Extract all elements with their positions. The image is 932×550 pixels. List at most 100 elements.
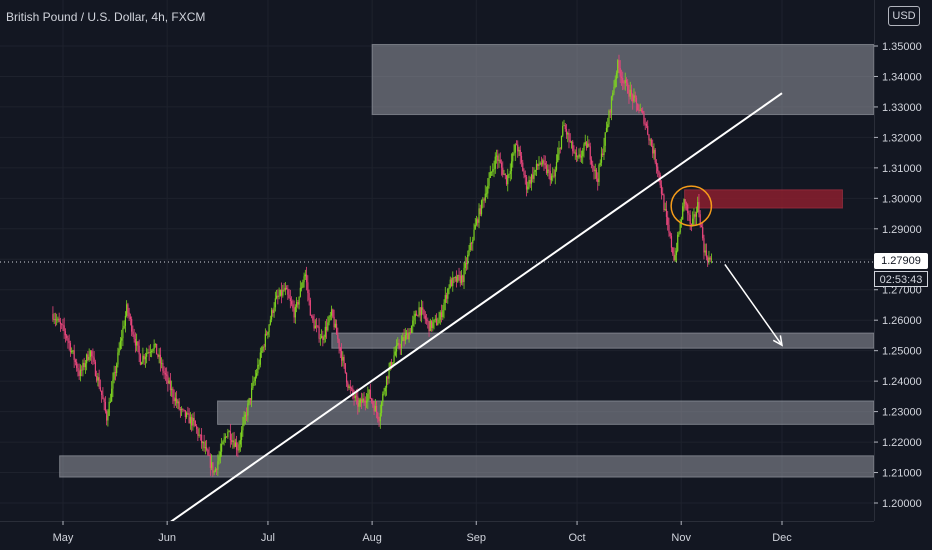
candle-body — [153, 344, 155, 350]
candle-body — [553, 175, 555, 177]
candle-body — [440, 312, 443, 318]
candle-body — [609, 110, 611, 113]
candle-body — [584, 142, 586, 145]
candle-body — [81, 369, 83, 371]
candle-body — [402, 337, 404, 342]
candle-body — [284, 287, 286, 291]
candle-body — [104, 401, 107, 412]
candle-body — [133, 334, 135, 339]
candle-body — [622, 77, 624, 84]
candle-body — [438, 319, 440, 324]
candle-body — [650, 139, 653, 147]
candle-body — [94, 361, 97, 376]
candle-body — [544, 163, 546, 166]
candle-body — [457, 275, 459, 282]
candle-body — [388, 368, 390, 379]
candle-body — [644, 123, 646, 125]
candle-body — [109, 401, 112, 403]
candle-body — [399, 347, 401, 349]
candle-body — [265, 333, 268, 335]
candle-body — [387, 376, 389, 379]
candle-body — [575, 152, 578, 158]
candle-body — [572, 141, 574, 152]
candle-body — [148, 352, 150, 354]
candle-body — [680, 219, 683, 224]
candle-body — [534, 169, 536, 172]
candle-body — [589, 146, 591, 160]
candle-body — [300, 287, 303, 289]
candle-body — [244, 414, 246, 418]
candle-body — [143, 355, 145, 360]
candle-body — [340, 350, 343, 361]
candle-body — [257, 364, 259, 374]
candle-body — [137, 341, 139, 346]
candle-body — [593, 165, 595, 172]
candle-body — [503, 173, 505, 175]
y-tick-label: 1.35000 — [882, 41, 922, 53]
candle-body — [328, 316, 330, 323]
candle-body — [380, 402, 383, 413]
candle-body — [273, 307, 275, 313]
candle-body — [129, 316, 131, 319]
candle-body — [179, 408, 181, 411]
candle-body — [123, 325, 125, 329]
candle-body — [260, 351, 263, 353]
candle-body — [642, 111, 644, 113]
candle-body — [423, 309, 425, 316]
candle-body — [173, 397, 175, 402]
candle-body — [96, 375, 98, 381]
currency-button[interactable]: USD — [888, 6, 920, 26]
candle-body — [509, 171, 511, 175]
candle-body — [337, 334, 339, 340]
candle-body — [543, 160, 545, 164]
candle-body — [369, 389, 371, 399]
time-axis[interactable]: May Jun Jul Aug Sep Oct Nov Dec — [0, 521, 932, 550]
candle-body — [395, 344, 398, 352]
candle-body — [637, 103, 639, 111]
candle-body — [117, 352, 119, 365]
candle-body — [338, 339, 340, 349]
candle-body — [677, 234, 679, 251]
candle-body — [64, 331, 67, 336]
candle-body — [409, 332, 411, 334]
candle-body — [525, 177, 528, 190]
candle-body — [407, 332, 409, 340]
candle-body — [499, 159, 501, 163]
candle-body — [515, 144, 518, 146]
candle-body — [161, 362, 163, 364]
candle-body — [520, 155, 523, 163]
candle-body — [280, 289, 283, 296]
candle-body — [88, 356, 90, 360]
candle-body — [598, 165, 600, 183]
candle-body — [78, 371, 80, 377]
candle-body — [283, 289, 285, 291]
candle-body — [164, 372, 166, 375]
candle-body — [89, 351, 92, 357]
candle-body — [132, 331, 134, 335]
candle-body — [549, 170, 551, 181]
candle-body — [318, 326, 320, 339]
candle-body — [247, 403, 249, 416]
candle-body — [433, 319, 435, 323]
candle-body — [530, 174, 533, 184]
candle-body — [705, 250, 708, 258]
candle-body — [428, 321, 430, 332]
candle-body — [333, 316, 335, 328]
candle-body — [248, 398, 250, 404]
candle-body — [588, 143, 590, 147]
candle-body — [184, 410, 186, 418]
candle-body — [635, 97, 638, 104]
candle-body — [347, 382, 349, 388]
candle-body — [432, 322, 434, 328]
candle-body — [429, 320, 431, 332]
candle-body — [548, 169, 550, 171]
candle-body — [182, 409, 184, 410]
candle-body — [131, 318, 133, 332]
candle-body — [112, 379, 114, 389]
candle-body — [655, 162, 658, 167]
candle-body — [420, 307, 423, 316]
candle-body — [447, 289, 449, 299]
candle-body — [659, 174, 661, 186]
candle-body — [163, 371, 165, 373]
